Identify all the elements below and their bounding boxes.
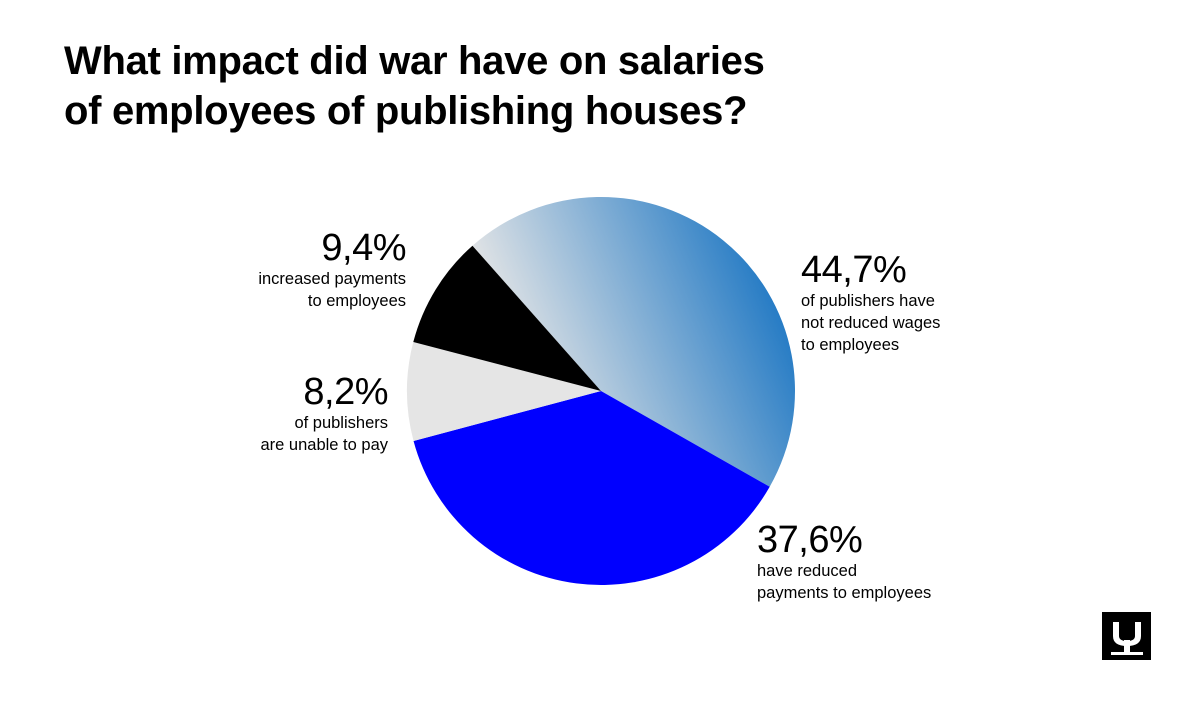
slice-label-increased: 9,4% increased payments to employees bbox=[258, 228, 406, 312]
desc-line: of publishers bbox=[294, 414, 388, 432]
slice-label-unable-to-pay: 8,2% of publishers are unable to pay bbox=[260, 372, 388, 456]
desc-line: have reduced bbox=[757, 562, 857, 580]
slice-desc-unable-to-pay: of publishers are unable to pay bbox=[260, 412, 388, 456]
slice-desc-reduced: have reduced payments to employees bbox=[757, 560, 931, 604]
slice-pct-not-reduced: 44,7% bbox=[801, 249, 907, 291]
desc-line: to employees bbox=[801, 336, 900, 354]
slice-pct-reduced: 37,6% bbox=[757, 519, 863, 561]
slice-label-reduced: 37,6% have reduced payments to employees bbox=[757, 520, 931, 604]
desc-line: payments to employees bbox=[757, 584, 932, 602]
slice-pct-unable-to-pay: 8,2% bbox=[303, 371, 388, 413]
publisher-logo-icon bbox=[1102, 612, 1151, 660]
desc-line: increased payments bbox=[258, 270, 406, 288]
slice-desc-increased: increased payments to employees bbox=[258, 268, 406, 312]
title-line-1: What impact did war have on salaries bbox=[64, 39, 765, 83]
chart-title: What impact did war have on salaries of … bbox=[64, 36, 964, 136]
slice-desc-not-reduced: of publishers have not reduced wages to … bbox=[801, 290, 940, 356]
pie-slice-reduced bbox=[413, 391, 770, 586]
pie-slice-unable-to-pay bbox=[406, 342, 601, 441]
slice-pct-increased: 9,4% bbox=[321, 227, 406, 269]
slice-label-not-reduced: 44,7% of publishers have not reduced wag… bbox=[801, 250, 940, 356]
desc-line: of publishers have bbox=[801, 292, 935, 310]
desc-line: are unable to pay bbox=[260, 436, 388, 454]
pie-slice-not-reduced bbox=[472, 196, 795, 487]
title-line-2: of employees of publishing houses? bbox=[64, 89, 748, 133]
desc-line: to employees bbox=[307, 292, 406, 310]
desc-line: not reduced wages bbox=[801, 314, 941, 332]
pie-slice-increased bbox=[413, 245, 601, 391]
